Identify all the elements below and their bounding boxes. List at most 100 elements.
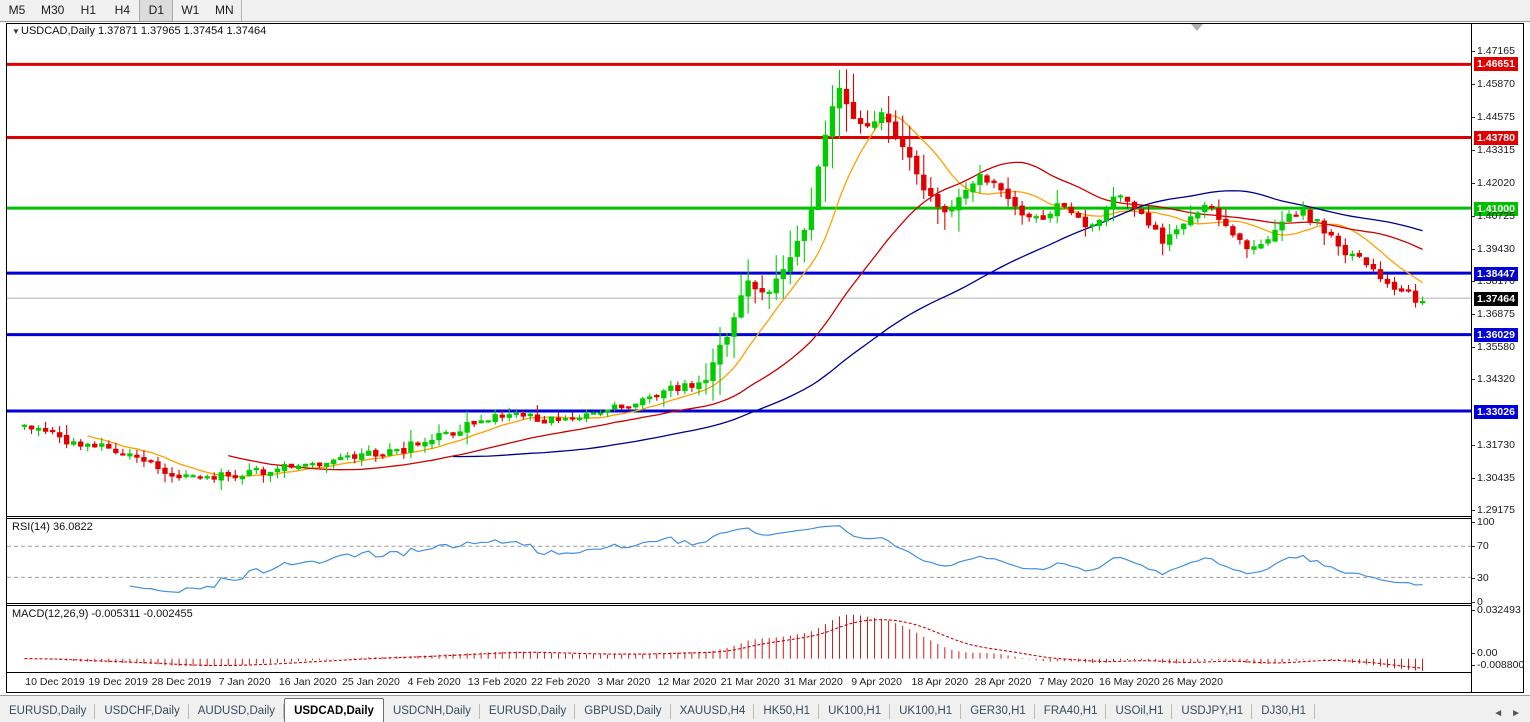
date-axis-label: 16 May 2020	[1099, 676, 1160, 688]
date-axis-label: 26 May 2020	[1162, 676, 1223, 688]
candle-body	[717, 344, 723, 365]
chart-tab-ger30-h1[interactable]: GER30,H1	[961, 701, 1035, 722]
chart-tab-usdcad-daily[interactable]: USDCAD,Daily	[284, 698, 384, 722]
chart-tab-eurusd-daily[interactable]: EURUSD,Daily	[0, 701, 96, 722]
chart-tab-usdjpy-h1[interactable]: USDJPY,H1	[1172, 701, 1253, 722]
candle-body	[864, 123, 871, 127]
timeframe-button-h1[interactable]: H1	[71, 0, 106, 21]
chart-tab-uk100-h1[interactable]: UK100,H1	[890, 701, 962, 722]
price-tick-label: 1.38170	[1472, 274, 1515, 287]
candle-body	[1363, 257, 1370, 266]
timeframe-button-m30[interactable]: M30	[34, 0, 72, 21]
candle-body	[1251, 246, 1257, 250]
price-level-label[interactable]: 1.33026	[1474, 404, 1518, 419]
candle-body	[253, 468, 260, 471]
candle-body	[696, 382, 702, 389]
candle-body	[1314, 219, 1320, 222]
chart-tab-hk50-h1[interactable]: HK50,H1	[754, 701, 819, 722]
tab-scroll-controls[interactable]: ◄ ►	[1490, 708, 1530, 722]
candle-body	[1117, 195, 1124, 198]
timeframe-button-m5[interactable]: M5	[0, 0, 34, 21]
price-level-label[interactable]: 1.38447	[1474, 266, 1518, 281]
chart-tab-usdchf-daily[interactable]: USDCHF,Daily	[95, 701, 190, 722]
price-level-label[interactable]: 1.41000	[1474, 201, 1518, 216]
chart-tab-fra40-h1[interactable]: FRA40,H1	[1035, 701, 1107, 722]
chart-tab-usdcnh-daily[interactable]: USDCNH,Daily	[384, 701, 480, 722]
candle-body	[1272, 229, 1278, 242]
candle-body	[724, 336, 730, 345]
chart-tab-xauusd-h4[interactable]: XAUUSD,H4	[671, 701, 755, 722]
candle-body	[1419, 301, 1426, 304]
scroll-position-caret-icon[interactable]	[1191, 24, 1203, 31]
chart-tab-eurusd-daily[interactable]: EURUSD,Daily	[480, 701, 576, 722]
date-axis-label: 25 Jan 2020	[342, 676, 400, 688]
candle-body	[1012, 197, 1018, 207]
date-axis: 10 Dec 2019 19 Dec 2019 28 Dec 2019 7 Jan 2…	[7, 672, 1471, 692]
candle-body	[183, 474, 189, 478]
candle-body	[576, 417, 583, 421]
candle-body	[21, 424, 28, 427]
chart-collapse-caret-icon[interactable]: ▼	[12, 27, 20, 36]
candle-body	[274, 468, 281, 473]
candle-body	[1258, 243, 1264, 249]
candle-body	[984, 175, 990, 183]
price-tick-label: 1.42020	[1472, 176, 1515, 189]
candle-body	[1405, 289, 1412, 292]
candle-body	[787, 257, 793, 272]
candle-body	[1181, 223, 1187, 230]
candle-body	[900, 138, 906, 148]
chart-canvas-window[interactable]: ▼USDCAD,Daily 1.37871 1.37965 1.37454 1.…	[6, 23, 1524, 693]
candle-body	[366, 450, 372, 456]
chart-tab-uk100-h1[interactable]: UK100,H1	[819, 701, 891, 722]
candle-body	[499, 414, 505, 418]
price-level-label[interactable]: 1.46651	[1474, 57, 1518, 72]
price-scale-axis[interactable]: 1.47165 1.46651 1.45870 1.44575 1.43780 1.433…	[1471, 24, 1525, 692]
tab-scroll-right-icon[interactable]: ►	[1511, 708, 1521, 719]
candle-body	[1328, 231, 1334, 236]
timeframe-button-h4[interactable]: H4	[105, 0, 140, 21]
price-tick-label: 1.44575	[1472, 111, 1515, 124]
candle-body	[963, 190, 969, 199]
timeframe-button-w1[interactable]: W1	[173, 0, 208, 21]
macd-scale-label: 0.032493	[1472, 604, 1521, 616]
candle-body	[1300, 208, 1306, 216]
candle-body	[85, 443, 91, 447]
macd-scale-label: -0.008800	[1471, 659, 1525, 671]
chart-tab-dj30-h1[interactable]: DJ30,H1	[1252, 701, 1315, 722]
price-level-label[interactable]: 1.37464	[1474, 291, 1518, 306]
rsi-pane[interactable]: RSI(14) 36.0822	[7, 518, 1471, 604]
price-level-label[interactable]: 1.36029	[1474, 328, 1518, 343]
timeframe-button-mn[interactable]: MN	[207, 0, 242, 21]
candle-body	[49, 429, 56, 433]
macd-pane[interactable]: MACD(12,26,9) -0.005311 -0.002455	[7, 605, 1471, 673]
moving-average-lines	[87, 115, 1423, 478]
macd-chart-svg	[24, 614, 1424, 672]
tab-scroll-left-icon[interactable]: ◄	[1493, 708, 1504, 719]
price-pane[interactable]	[7, 39, 1471, 517]
macd-scale-label: 0.00	[1471, 647, 1498, 659]
candle-body	[534, 414, 541, 422]
candle-body	[611, 404, 618, 410]
candle-body	[211, 476, 217, 480]
candle-body	[169, 473, 175, 477]
candle-body	[822, 134, 829, 167]
chart-tab-audusd-daily[interactable]: AUDUSD,Daily	[189, 701, 285, 722]
candle-body	[836, 87, 843, 109]
timeframe-button-d1[interactable]: D1	[139, 0, 174, 21]
candle-body	[892, 121, 899, 140]
candle-body	[1286, 213, 1292, 222]
candle-body	[907, 147, 913, 158]
price-level-label[interactable]: 1.43780	[1474, 130, 1518, 145]
timeframe-toolbar: M5 M30 H1 H4 D1 W1 MN	[0, 0, 1530, 22]
candle-body	[668, 385, 674, 391]
candle-body	[970, 183, 976, 193]
chart-tab-usoil-h1[interactable]: USOil,H1	[1106, 701, 1173, 722]
candle-body	[1321, 220, 1327, 234]
chart-tab-gbpusd-daily[interactable]: GBPUSD,Daily	[575, 701, 671, 722]
candle-body	[618, 404, 625, 409]
date-axis-label: 4 Feb 2020	[407, 676, 461, 688]
candle-body	[1398, 288, 1405, 292]
price-tick-label: 1.36875	[1472, 307, 1515, 320]
candle-body	[127, 453, 133, 457]
